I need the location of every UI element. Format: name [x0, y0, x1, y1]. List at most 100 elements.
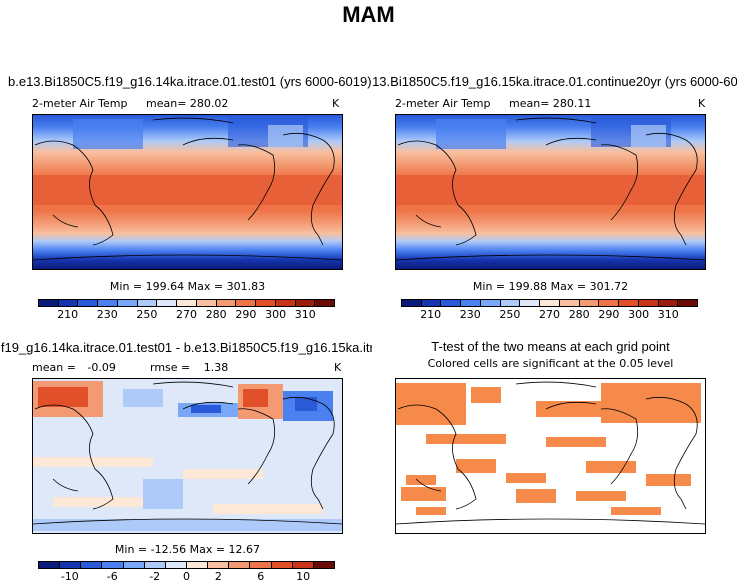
colorbar-tick-label: 210 — [420, 308, 442, 321]
diff-anomalies — [33, 381, 342, 531]
colorbar-tick-label: 270 — [539, 308, 560, 321]
panel1-colorbar-ticks: 210 230 250 270 280 290 300 310 — [38, 308, 335, 322]
panel2-colorbar — [401, 299, 698, 307]
colorbar-swatch — [196, 300, 217, 306]
colorbar-tick-label: 310 — [657, 308, 679, 321]
panel2-title-wrap: b.e13.Bi1850C5.f19_g16.15ka.itrace.01.co… — [372, 74, 737, 89]
panel3-title: b.e13.Bi1850C5.f19_g16.14ka.itrace.01.te… — [0, 340, 372, 355]
colorbar-swatch — [117, 300, 138, 306]
panel2-title: b.e13.Bi1850C5.f19_g16.15ka.itrace.01.co… — [372, 74, 737, 89]
panel2-variable: 2-meter Air Temp — [395, 97, 491, 110]
panel1-variable: 2-meter Air Temp — [32, 97, 128, 110]
colorbar-swatch — [39, 300, 59, 306]
colorbar-tick-label: 310 — [294, 308, 316, 321]
panel2-minmax: Min = 199.88 Max = 301.72 — [472, 280, 629, 293]
colorbar-tick-label: -6 — [106, 570, 118, 583]
figure-title: MAM — [342, 2, 395, 27]
colorbar-swatch — [500, 300, 521, 306]
colorbar-swatch — [60, 562, 82, 568]
panel1-title-wrap: b.e13.Bi1850C5.f19_g16.14ka.itrace.01.te… — [0, 74, 372, 89]
panel3-mean-value: -0.09 — [87, 361, 116, 374]
panel1-map — [32, 114, 343, 270]
panel1-mean-label: mean= — [146, 97, 187, 110]
colorbar-tick-label: 280 — [568, 308, 590, 321]
panel1-units: K — [332, 97, 340, 110]
colorbar-tick-label: 250 — [499, 308, 521, 321]
colorbar-swatch — [658, 300, 679, 306]
panel1-minmax: Min = 199.64 Max = 301.83 — [109, 280, 266, 293]
colorbar-swatch — [186, 562, 209, 568]
colorbar-swatch — [123, 562, 145, 568]
colorbar-swatch — [275, 300, 296, 306]
colorbar-swatch — [313, 562, 334, 568]
colorbar-swatch — [292, 562, 314, 568]
coastlines — [396, 381, 705, 525]
panel3-map — [32, 378, 343, 534]
colorbar-tick-label: 300 — [265, 308, 287, 321]
colorbar-swatch — [229, 562, 251, 568]
panel3-units: K — [334, 361, 342, 374]
significant-cells — [396, 383, 701, 515]
panel4-title: T-test of the two means at each grid poi… — [431, 339, 670, 354]
colorbar-swatch — [520, 300, 541, 306]
colorbar-swatch — [81, 562, 103, 568]
colorbar-swatch — [559, 300, 580, 306]
panel1-mean-value: 280.02 — [189, 97, 229, 110]
colorbar-tick-label: 6 — [257, 570, 265, 583]
panel3-rmse-label: rmse = — [150, 361, 191, 374]
colorbar-tick-label: 0 — [183, 570, 190, 583]
colorbar-swatch — [208, 562, 230, 568]
colorbar-swatch — [540, 300, 560, 306]
colorbar-tick-label: 250 — [136, 308, 158, 321]
colorbar-swatch — [315, 300, 335, 306]
colorbar-swatch — [461, 300, 481, 306]
panel3-minmax: Min = -12.56 Max = 12.67 — [114, 543, 261, 556]
coastlines — [33, 381, 342, 525]
colorbar-swatch — [402, 300, 422, 306]
colorbar-tick-label: 290 — [235, 308, 257, 321]
colorbar-tick-label: -10 — [60, 570, 79, 583]
panel3-rmse-value: 1.38 — [203, 361, 229, 374]
colorbar-swatch — [58, 300, 79, 306]
panel3-colorbar — [38, 561, 335, 569]
colorbar-swatch — [165, 562, 187, 568]
coastlines — [33, 117, 342, 261]
colorbar-swatch — [98, 300, 118, 306]
colorbar-swatch — [678, 300, 698, 306]
panel3-mean-label: mean = — [32, 361, 76, 374]
panel2-colorbar-ticks: 210 230 250 270 280 290 300 310 — [401, 308, 698, 322]
colorbar-swatch — [619, 300, 639, 306]
colorbar-tick-label: 10 — [296, 570, 311, 583]
panel2-mean-value: 280.11 — [552, 97, 592, 110]
colorbar-tick-label: 290 — [598, 308, 620, 321]
panel3-colorbar-ticks: -10 -6 -2 0 2 6 10 — [38, 570, 335, 584]
panel4-map — [395, 378, 706, 534]
colorbar-swatch — [480, 300, 501, 306]
colorbar-swatch — [102, 562, 124, 568]
colorbar-swatch — [78, 300, 99, 306]
colorbar-swatch — [271, 562, 293, 568]
colorbar-swatch — [157, 300, 178, 306]
colorbar-swatch — [441, 300, 462, 306]
panel3-title-wrap: b.e13.Bi1850C5.f19_g16.14ka.itrace.01.te… — [0, 340, 372, 355]
panel4-subtitle: Colored cells are significant at the 0.0… — [427, 357, 674, 370]
colorbar-tick-label: 230 — [459, 308, 481, 321]
panel2-units: K — [698, 97, 706, 110]
panel1-colorbar — [38, 299, 335, 307]
colorbar-swatch — [236, 300, 257, 306]
colorbar-swatch — [216, 300, 237, 306]
colorbar-tick-label: 280 — [205, 308, 227, 321]
panel2-mean-label: mean= — [509, 97, 550, 110]
panel2-map — [395, 114, 706, 270]
colorbar-tick-label: 2 — [214, 570, 222, 583]
colorbar-tick-label: 270 — [176, 308, 197, 321]
colorbar-swatch — [144, 562, 166, 568]
colorbar-tick-label: -2 — [149, 570, 161, 583]
colorbar-swatch — [421, 300, 442, 306]
colorbar-swatch — [250, 562, 272, 568]
colorbar-swatch — [177, 300, 197, 306]
panel1-title: b.e13.Bi1850C5.f19_g16.14ka.itrace.01.te… — [8, 74, 372, 89]
colorbar-swatch — [295, 300, 316, 306]
colorbar-swatch — [39, 562, 61, 568]
colorbar-tick-label: 300 — [628, 308, 650, 321]
